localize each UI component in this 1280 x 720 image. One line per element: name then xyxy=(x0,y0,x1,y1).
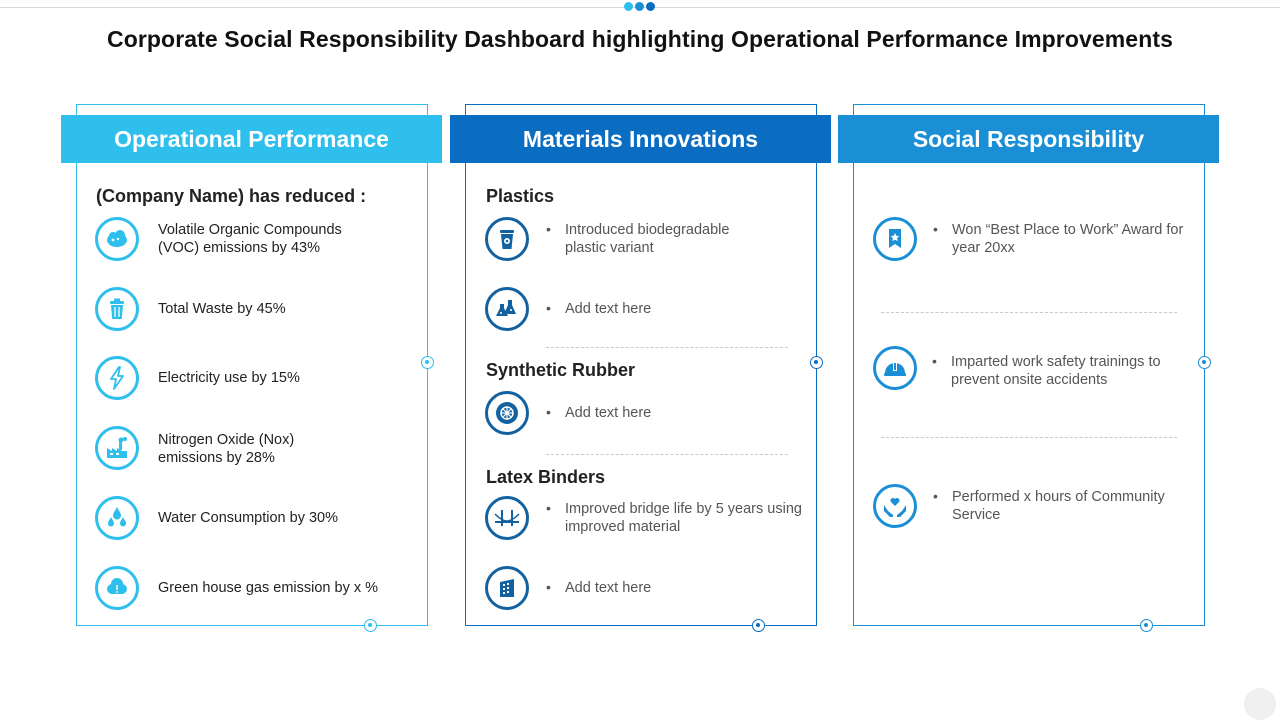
page-title: Corporate Social Responsibility Dashboar… xyxy=(106,26,1173,52)
safety-helmet-icon xyxy=(873,346,917,390)
operational-intro: (Company Name) has reduced : xyxy=(96,186,367,206)
operational-item-text: Electricity use by 15% xyxy=(158,370,300,386)
operational-item-text: Volatile Organic Compounds (VOC) emissio… xyxy=(158,222,342,256)
award-ribbon-icon xyxy=(873,217,917,261)
lightning-icon xyxy=(95,356,139,400)
panel-connector-dot xyxy=(421,356,434,369)
operational-item-text: Green house gas emission by x % xyxy=(158,580,379,596)
materials-item-text: Add text here xyxy=(565,405,652,421)
bridge-icon xyxy=(485,496,529,540)
bullet: • xyxy=(546,500,551,516)
social-responsibility-header: Social Responsibility xyxy=(838,115,1219,163)
cloud-icon xyxy=(95,217,139,261)
bullet: • xyxy=(546,221,551,237)
flasks-icon xyxy=(485,287,529,331)
panel-connector-dot xyxy=(752,619,765,632)
materials-item-text: Add text here xyxy=(565,580,652,596)
separator xyxy=(546,454,788,455)
separator xyxy=(546,347,788,348)
building-icon xyxy=(485,566,529,610)
materials-item-text: Add text here xyxy=(565,301,652,317)
materials-item-text: Introduced biodegradable plastic variant xyxy=(565,222,730,256)
water-drops-icon xyxy=(95,496,139,540)
bullet: • xyxy=(546,404,551,420)
cup-icon xyxy=(485,217,529,261)
bullet: • xyxy=(933,221,938,237)
panel-connector-dot xyxy=(1140,619,1153,632)
slide-indicator xyxy=(624,2,656,13)
tire-icon xyxy=(485,391,529,435)
section-title-latex-binders: Latex Binders xyxy=(486,467,606,487)
trash-icon xyxy=(95,287,139,331)
section-title-plastics: Plastics xyxy=(486,186,555,206)
section-title-synthetic-rubber: Synthetic Rubber xyxy=(486,360,636,380)
social-item-text: Imparted work safety trainings to preven… xyxy=(951,354,1161,388)
materials-item-text: Improved bridge life by 5 years using im… xyxy=(565,501,802,535)
materials-innovations-header: Materials Innovations xyxy=(450,115,831,163)
operational-item-text: Water Consumption by 30% xyxy=(158,510,338,526)
heart-hands-icon xyxy=(873,484,917,528)
bullet: • xyxy=(546,579,551,595)
panel-connector-dot xyxy=(364,619,377,632)
social-item-text: Performed x hours of Community Service xyxy=(952,489,1165,523)
smog-cloud-icon xyxy=(95,566,139,610)
panel-connector-dot xyxy=(810,356,823,369)
operational-performance-header: Operational Performance xyxy=(61,115,442,163)
factory-icon xyxy=(95,426,139,470)
bullet: • xyxy=(933,488,938,504)
separator xyxy=(881,312,1177,313)
panel-connector-dot xyxy=(1198,356,1211,369)
operational-item-text: Total Waste by 45% xyxy=(158,301,286,317)
bullet: • xyxy=(932,353,937,369)
separator xyxy=(881,437,1177,438)
corner-nav-button[interactable] xyxy=(1244,688,1276,720)
social-item-text: Won “Best Place to Work” Award for year … xyxy=(952,222,1184,256)
bullet: • xyxy=(546,300,551,316)
operational-item-text: Nitrogen Oxide (Nox) emissions by 28% xyxy=(158,432,295,466)
